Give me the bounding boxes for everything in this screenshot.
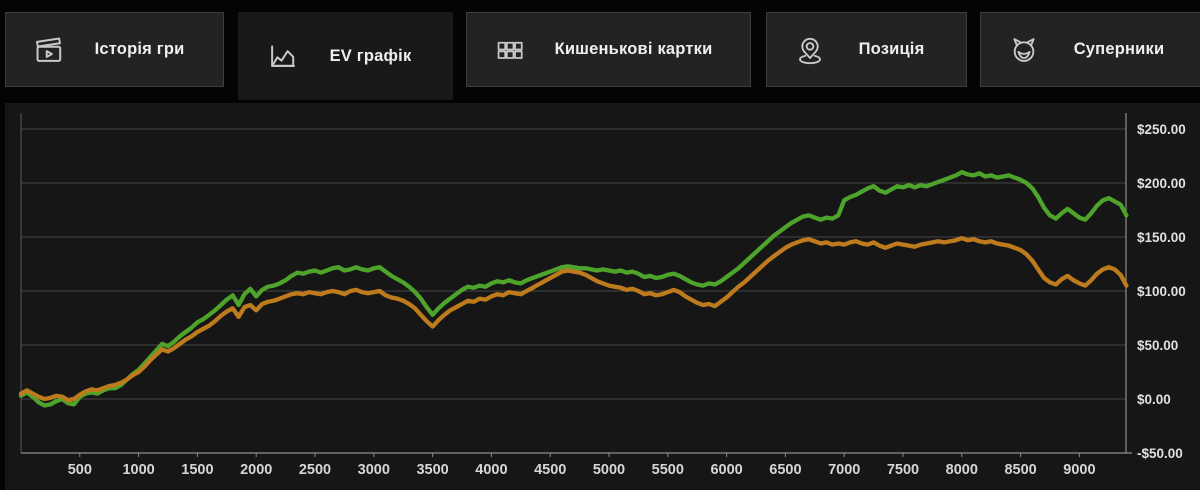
- grid-icon: [493, 33, 527, 67]
- tab-label: EV графік: [329, 46, 412, 65]
- svg-text:$200.00: $200.00: [1137, 176, 1186, 191]
- svg-text:9000: 9000: [1063, 462, 1095, 478]
- svg-text:8000: 8000: [946, 462, 978, 478]
- ev-chart: $250.00 $200.00 $150.00 $100.00 $50.00 $0.00 -…: [18, 113, 1186, 478]
- tab-opponents[interactable]: Суперники: [980, 12, 1200, 87]
- tab-position[interactable]: Позиція: [766, 12, 967, 87]
- location-pin-icon: [793, 33, 827, 67]
- svg-text:6500: 6500: [769, 462, 801, 478]
- demon-face-icon: [1007, 33, 1041, 67]
- svg-text:500: 500: [68, 462, 92, 478]
- tab-label: Позиція: [858, 40, 925, 58]
- tab-game-history[interactable]: Історія гри: [5, 12, 224, 87]
- svg-text:1500: 1500: [181, 462, 213, 478]
- svg-text:7500: 7500: [887, 462, 919, 478]
- tab-ev-graph[interactable]: EV графік: [238, 12, 453, 100]
- svg-text:1000: 1000: [122, 462, 154, 478]
- svg-text:3000: 3000: [358, 462, 390, 478]
- svg-text:5000: 5000: [593, 462, 625, 478]
- svg-text:-$50.00: -$50.00: [1137, 446, 1183, 461]
- svg-text:4000: 4000: [475, 462, 507, 478]
- svg-text:3500: 3500: [416, 462, 448, 478]
- svg-text:4500: 4500: [534, 462, 566, 478]
- svg-text:5500: 5500: [652, 462, 684, 478]
- tab-pocket-cards[interactable]: Кишенькові картки: [466, 12, 751, 87]
- clapperboard-icon: [32, 33, 66, 67]
- svg-text:2000: 2000: [240, 462, 272, 478]
- svg-text:8500: 8500: [1004, 462, 1036, 478]
- chart-panel: $250.00 $200.00 $150.00 $100.00 $50.00 $0.00 -…: [5, 103, 1200, 490]
- tab-label: Суперники: [1073, 40, 1165, 58]
- svg-text:$0.00: $0.00: [1137, 392, 1171, 407]
- svg-text:6000: 6000: [710, 462, 742, 478]
- svg-text:$150.00: $150.00: [1137, 230, 1186, 245]
- svg-text:7000: 7000: [828, 462, 860, 478]
- tab-label: Кишенькові картки: [554, 40, 713, 58]
- svg-text:$250.00: $250.00: [1137, 122, 1186, 137]
- line-chart-icon: [265, 39, 299, 73]
- svg-text:2500: 2500: [299, 462, 331, 478]
- tab-label: Історія гри: [94, 40, 185, 58]
- svg-text:$50.00: $50.00: [1137, 338, 1178, 353]
- svg-text:$100.00: $100.00: [1137, 284, 1186, 299]
